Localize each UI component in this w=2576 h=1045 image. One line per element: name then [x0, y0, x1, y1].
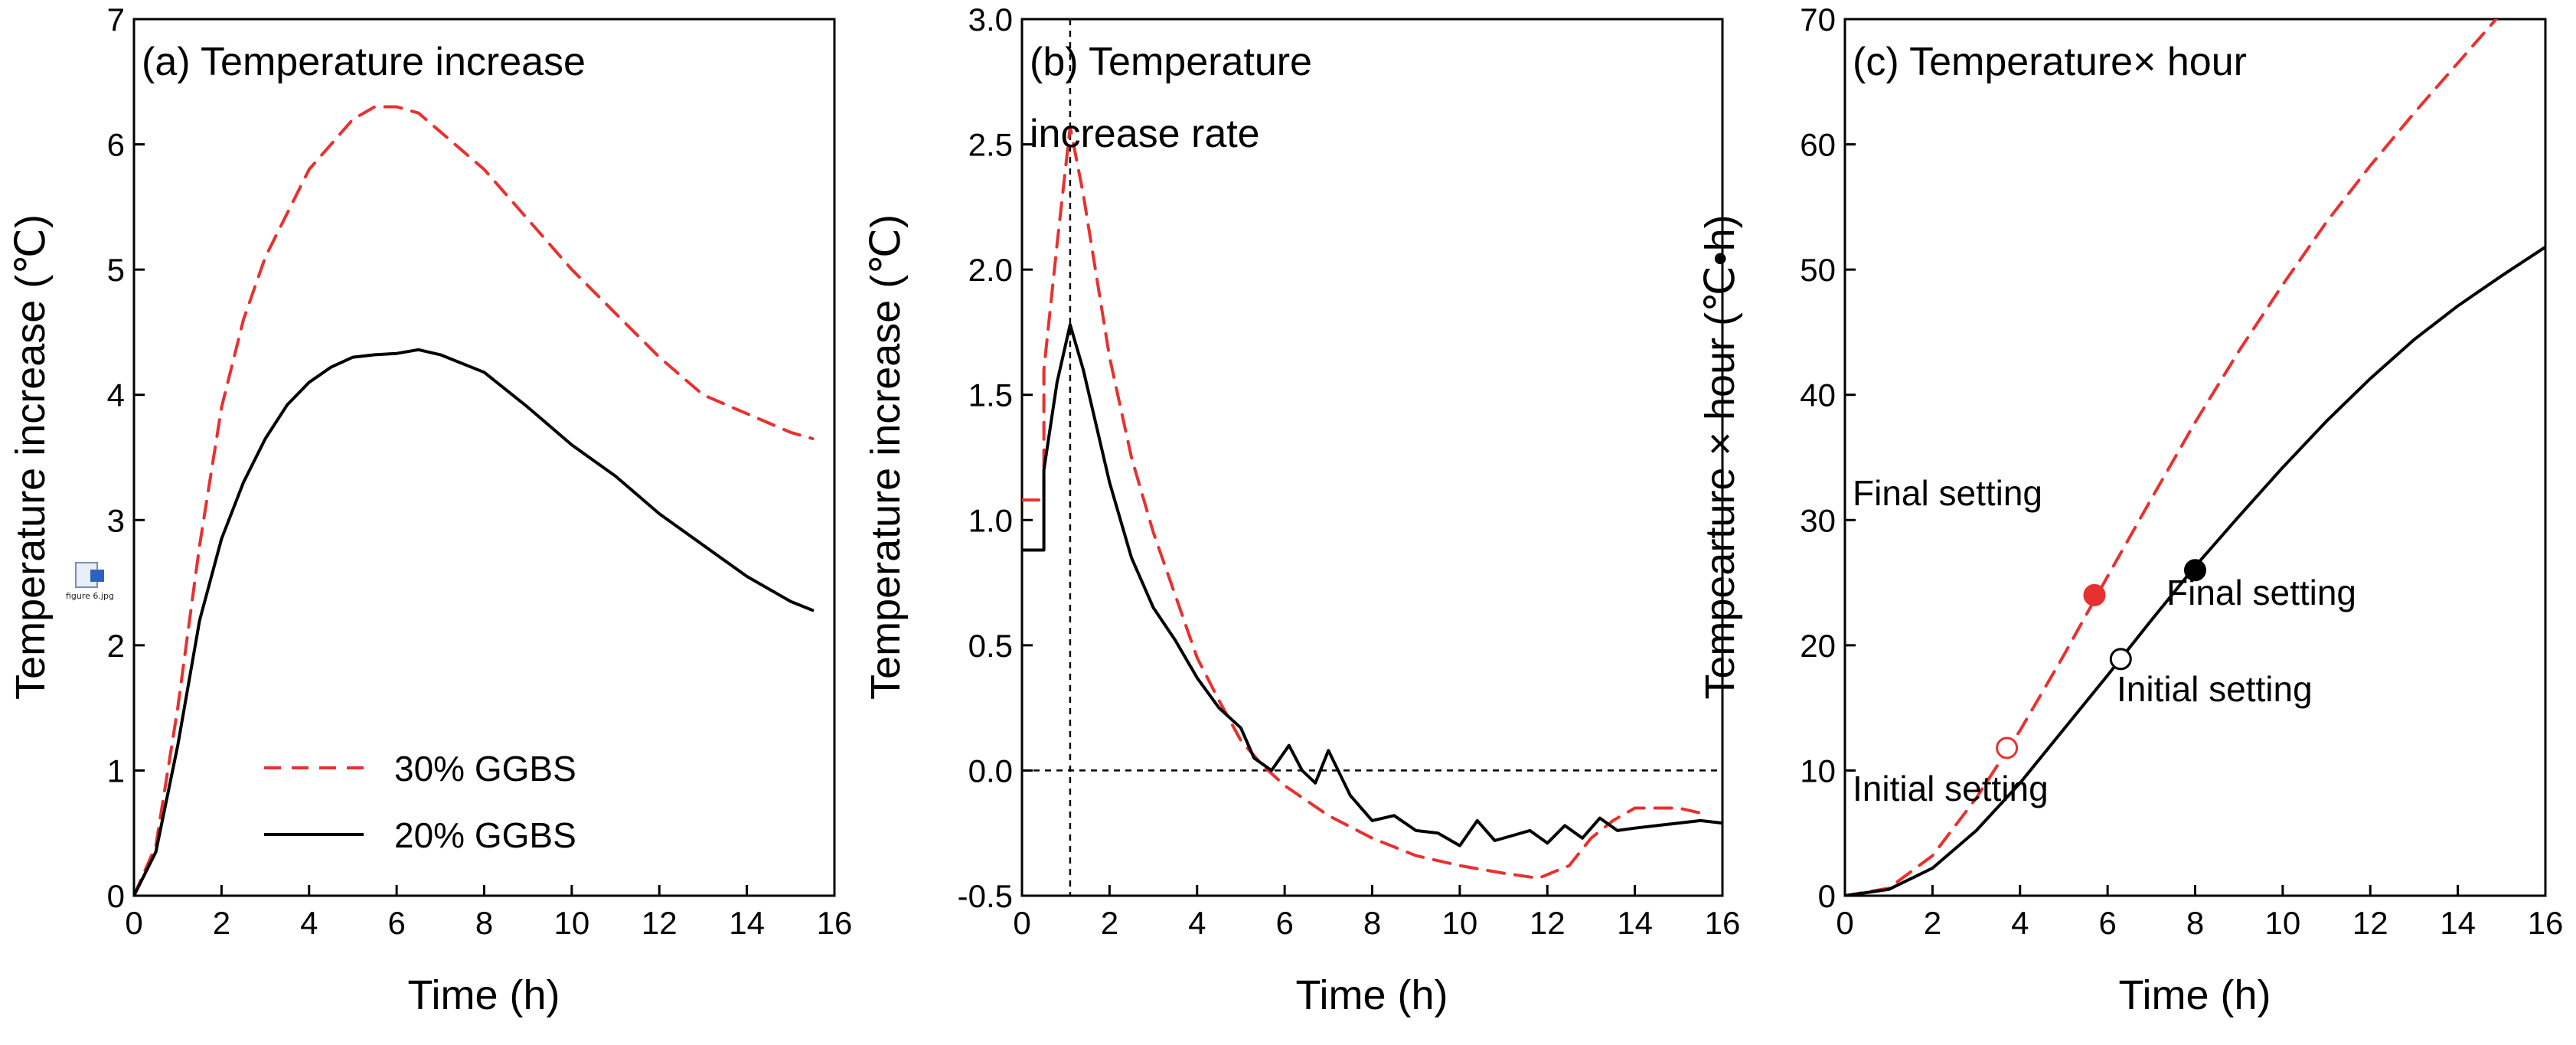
marker-layer-c	[1996, 559, 2206, 759]
x-tick-label-b: 14	[1617, 905, 1653, 941]
x-tick-label-c: 6	[2098, 905, 2116, 941]
series-layer-a	[134, 105, 815, 896]
x-tick-label-c: 0	[1836, 905, 1853, 941]
x-axis-label-b: Time (h)	[1296, 972, 1448, 1018]
y-tick-label-b: 0.5	[968, 628, 1013, 664]
y-tick-label-c: 30	[1800, 502, 1836, 538]
x-tick-label-a: 12	[642, 905, 677, 941]
x-axis-label-c: Time (h)	[2119, 972, 2271, 1018]
legend: 30% GGBS 20% GGBS	[264, 749, 576, 855]
y-tick-label-b: 0.0	[968, 753, 1013, 789]
marker-final-setting-20-ggbs	[2184, 559, 2206, 582]
y-tick-label-c: 10	[1800, 753, 1836, 789]
x-tick-label-a: 14	[729, 905, 765, 941]
y-axis-label-c: Tempearture × hour (℃•h)	[1697, 214, 1743, 699]
image-glyph-icon	[90, 570, 104, 582]
y-tick-label-a: 1	[107, 753, 125, 789]
x-tick-label-c: 16	[2528, 905, 2564, 941]
reference-lines-b	[1022, 19, 1722, 896]
x-tick-label-c: 14	[2440, 905, 2476, 941]
y-tick-label-b: 2.0	[968, 252, 1013, 288]
y-tick-label-a: 4	[107, 377, 125, 413]
y-tick-label-b: 3.0	[968, 2, 1013, 38]
legend-label-20-ggbs: 20% GGBS	[394, 815, 576, 855]
marker-initial-setting-20-ggbs	[2109, 648, 2132, 671]
x-tick-label-a: 16	[817, 905, 853, 941]
y-tick-label-c: 20	[1800, 628, 1836, 664]
y-tick-label-b: -0.5	[958, 878, 1013, 914]
y-tick-label-a: 3	[107, 502, 125, 538]
y-tick-label-c: 0	[1818, 878, 1836, 914]
x-tick-label-a: 0	[125, 905, 142, 941]
x-tick-label-b: 16	[1705, 905, 1741, 941]
panel-b-title-line2: increase rate	[1030, 112, 1260, 156]
x-axis-label-a: Time (h)	[408, 972, 560, 1018]
y-tick-label-b: 1.5	[968, 377, 1013, 413]
file-thumbnail-icon[interactable]: figure 6.jpg	[66, 562, 114, 617]
panel-c: 0 2 4 6 8 10 12 14 16 0 10 20 30 40 50 60 70 (c) Tempera…	[1697, 2, 2563, 1018]
marker-final-setting-30-ggbs	[2083, 583, 2106, 606]
x-tick-label-b: 0	[1013, 905, 1030, 941]
y-tick-label-a: 7	[107, 2, 125, 38]
x-tick-label-a: 4	[300, 905, 318, 941]
x-tick-label-b: 2	[1101, 905, 1118, 941]
marker-initial-setting-30-ggbs	[1996, 736, 2019, 759]
x-tick-label-a: 8	[475, 905, 493, 941]
y-tick-label-c: 70	[1800, 2, 1836, 38]
annotation-initial-setting-20: Initial setting	[2117, 669, 2313, 709]
y-axis-label-b: Temperature increase (℃)	[863, 214, 909, 700]
y-tick-label-b: 1.0	[968, 502, 1013, 538]
series-layer-c	[1845, 19, 2545, 896]
ticks-layer-b: 0 2 4 6 8 10 12 14 16 -0.5 0.0 0.5 1.0 1.5 2.0 2.5 3.0	[958, 2, 1741, 941]
x-tick-label-a: 6	[387, 905, 405, 941]
x-tick-label-b: 4	[1188, 905, 1206, 941]
x-tick-label-c: 2	[1924, 905, 1941, 941]
x-tick-label-b: 8	[1363, 905, 1381, 941]
x-tick-label-c: 8	[2186, 905, 2204, 941]
file-sheet	[75, 562, 104, 588]
y-tick-label-a: 5	[107, 252, 125, 288]
y-tick-label-c: 40	[1800, 377, 1836, 413]
plot-frame-c	[1843, 18, 2547, 897]
x-tick-label-b: 12	[1530, 905, 1566, 941]
annotation-initial-setting-30: Initial setting	[1853, 769, 2049, 808]
y-tick-label-a: 0	[107, 878, 125, 914]
y-tick-label-c: 50	[1800, 252, 1836, 288]
y-tick-label-a: 2	[107, 628, 125, 664]
series-layer-b	[1022, 125, 1722, 880]
series-line-20-ggbs-a	[134, 348, 815, 896]
x-tick-label-b: 6	[1275, 905, 1293, 941]
y-tick-label-b: 2.5	[968, 127, 1013, 163]
panel-a-title: (a) Temperature increase	[142, 40, 586, 84]
series-line-30-ggbs-c	[1845, 19, 2499, 896]
series-line-20-ggbs-b	[1022, 323, 1722, 847]
series-line-30-ggbs-a	[134, 105, 815, 896]
file-caption: figure 6.jpg	[66, 591, 114, 601]
series-line-30-ggbs-b	[1022, 125, 1703, 880]
y-tick-label-c: 60	[1800, 127, 1836, 163]
panel-b-title: (b) Temperature	[1030, 40, 1312, 84]
panel-c-title: (c) Temperature× hour	[1853, 40, 2247, 84]
y-axis-label-a: Temperature increase (℃)	[8, 214, 54, 700]
x-tick-label-c: 4	[2011, 905, 2029, 941]
ticks-layer-c: 0 2 4 6 8 10 12 14 16 0 10 20 30 40 50 60 70	[1800, 2, 2563, 941]
annotation-final-setting-20: Final setting	[2166, 573, 2356, 612]
x-tick-label-a: 10	[554, 905, 590, 941]
annotation-final-setting-30: Final setting	[1853, 473, 2042, 513]
x-tick-label-c: 12	[2352, 905, 2388, 941]
x-tick-label-c: 10	[2265, 905, 2301, 941]
legend-label-30-ggbs: 30% GGBS	[394, 749, 576, 789]
panel-b: 0 2 4 6 8 10 12 14 16 -0.5 0.0 0.5 1.0 1.5 2.0 2.5 3.0 (…	[863, 2, 1740, 1018]
x-tick-label-b: 10	[1442, 905, 1478, 941]
x-tick-label-a: 2	[213, 905, 230, 941]
y-tick-label-a: 6	[107, 127, 125, 163]
